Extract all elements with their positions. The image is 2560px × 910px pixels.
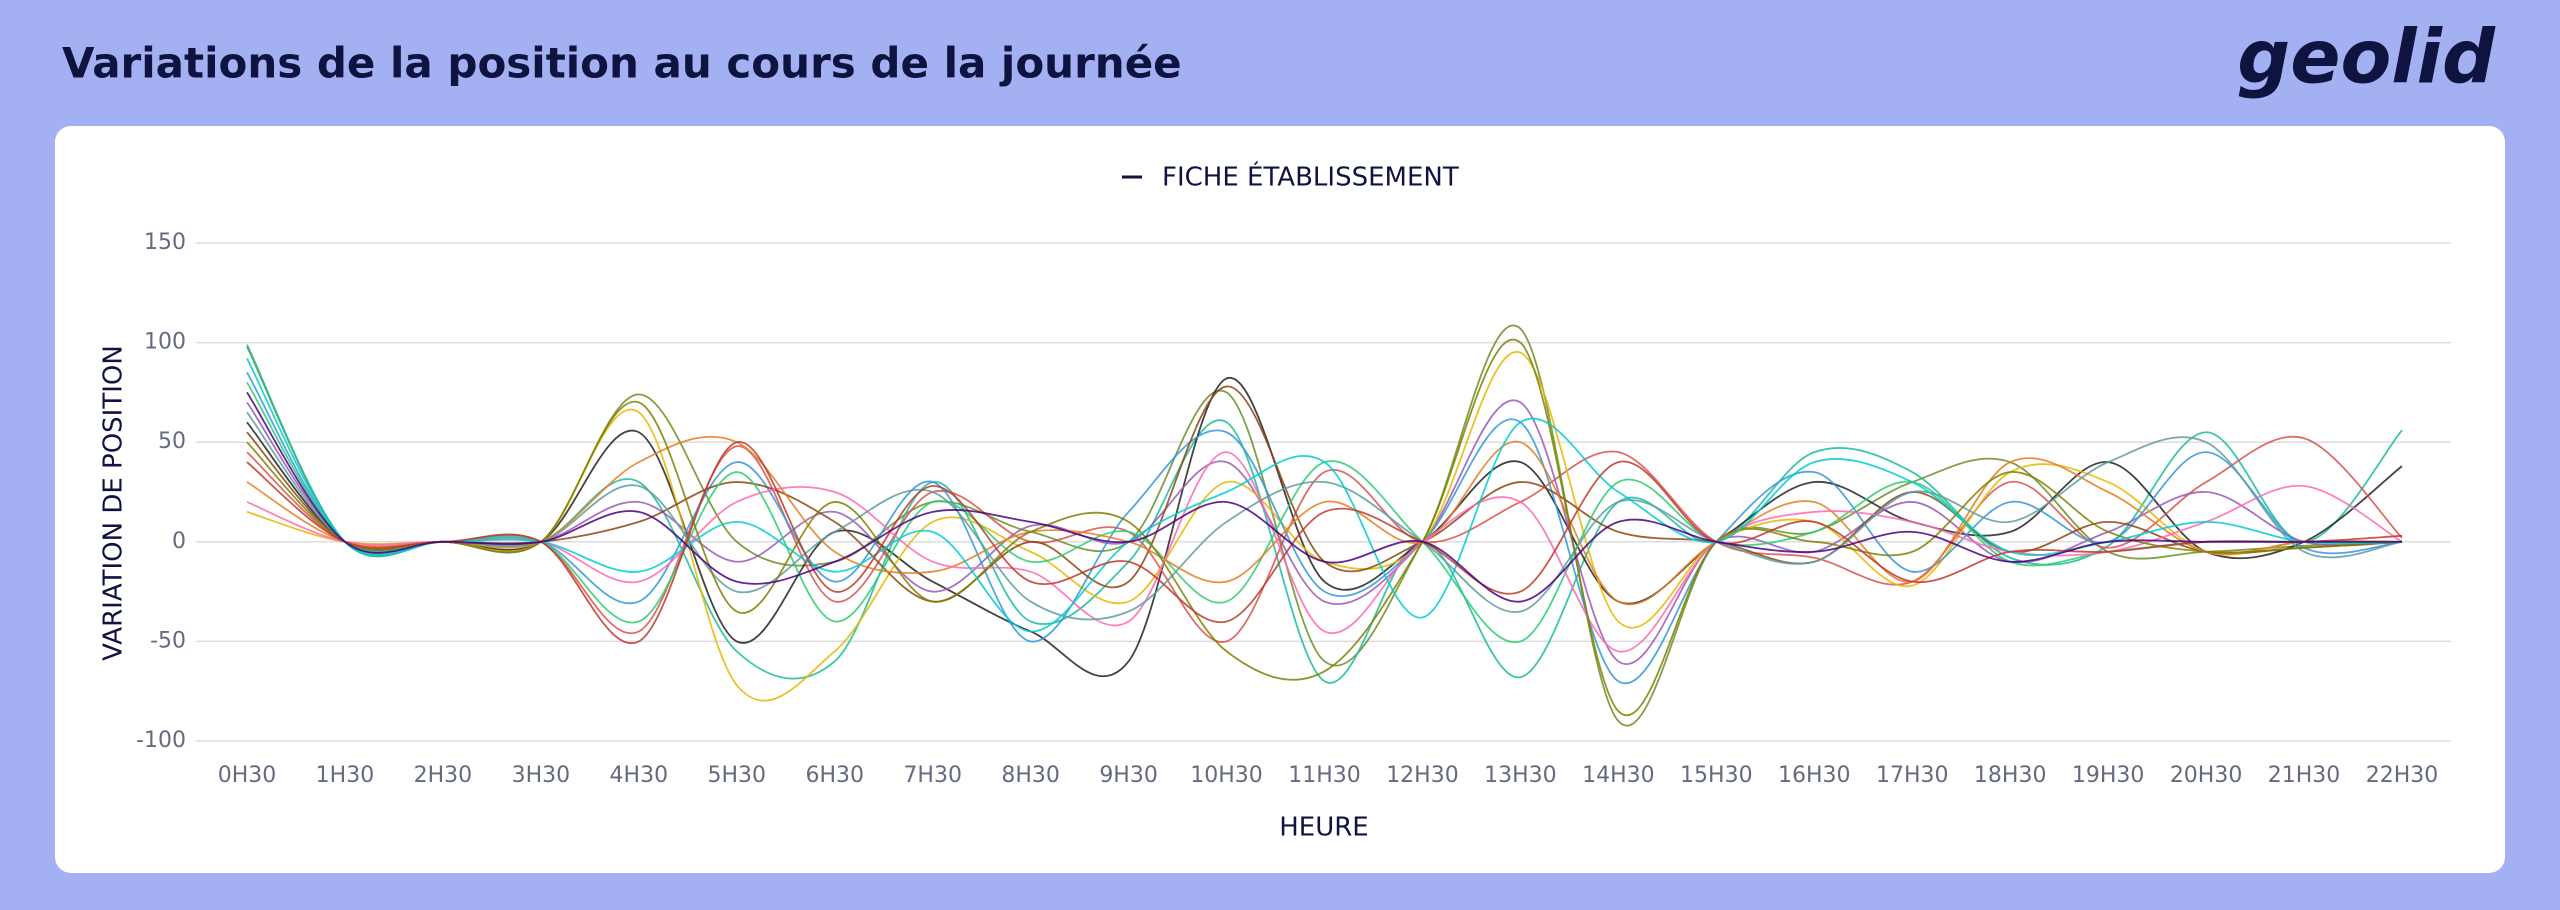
x-tick-label: 10H30 — [1190, 763, 1263, 788]
x-tick-label: 21H30 — [2268, 763, 2341, 788]
x-tick-label: 1H30 — [316, 763, 375, 788]
y-tick-label: -100 — [136, 728, 186, 753]
x-tick-label: 6H30 — [805, 763, 864, 788]
y-axis-title: VARIATION DE POSITION — [99, 345, 129, 661]
x-tick-label: 3H30 — [512, 763, 571, 788]
x-tick-label: 0H30 — [218, 763, 277, 788]
x-tick-label: 14H30 — [1582, 763, 1655, 788]
x-tick-label: 22H30 — [2366, 763, 2439, 788]
series-line — [246, 435, 2403, 643]
x-tick-label: 7H30 — [903, 763, 962, 788]
x-tick-label: 11H30 — [1288, 763, 1361, 788]
y-tick-label: 0 — [172, 529, 186, 554]
x-tick-label: 13H30 — [1484, 763, 1557, 788]
x-tick-label: 16H30 — [1778, 763, 1851, 788]
logo: geolid — [2237, 15, 2496, 101]
x-tick-label: 9H30 — [1099, 763, 1158, 788]
x-tick-label: 12H30 — [1386, 763, 1459, 788]
y-tick-label: 150 — [144, 230, 186, 255]
x-tick-label: 20H30 — [2170, 763, 2243, 788]
plot-area: -100 -50 0 50 100 150 0H30 1H30 2H30 3H30 4H30 5H30… — [136, 230, 2451, 788]
y-tick-label: 50 — [158, 429, 186, 454]
chart-title: Variations de la position au cours de la… — [62, 39, 1182, 88]
series-line — [246, 377, 2403, 678]
series-line — [246, 411, 2403, 621]
series-line — [246, 338, 2403, 716]
x-tick-label: 4H30 — [610, 763, 669, 788]
series-line — [246, 372, 2403, 685]
x-tick-label: 2H30 — [414, 763, 473, 788]
legend-label: FICHE ÉTABLISSEMENT — [1162, 161, 1459, 193]
x-tick-label: 19H30 — [2072, 763, 2145, 788]
x-tick-label: 8H30 — [1001, 763, 1060, 788]
x-tick-label: 15H30 — [1680, 763, 1753, 788]
series-line — [246, 441, 2403, 645]
y-tick-label: 100 — [144, 330, 186, 355]
card — [55, 126, 2505, 873]
x-tick-label: 18H30 — [1974, 763, 2047, 788]
series-line — [246, 391, 2402, 603]
series-line — [246, 324, 2403, 727]
x-axis-title: HEURE — [1279, 813, 1369, 843]
x-tick-label: 5H30 — [707, 763, 766, 788]
y-tick-label: -50 — [150, 628, 186, 653]
x-tick-label: 17H30 — [1876, 763, 1949, 788]
